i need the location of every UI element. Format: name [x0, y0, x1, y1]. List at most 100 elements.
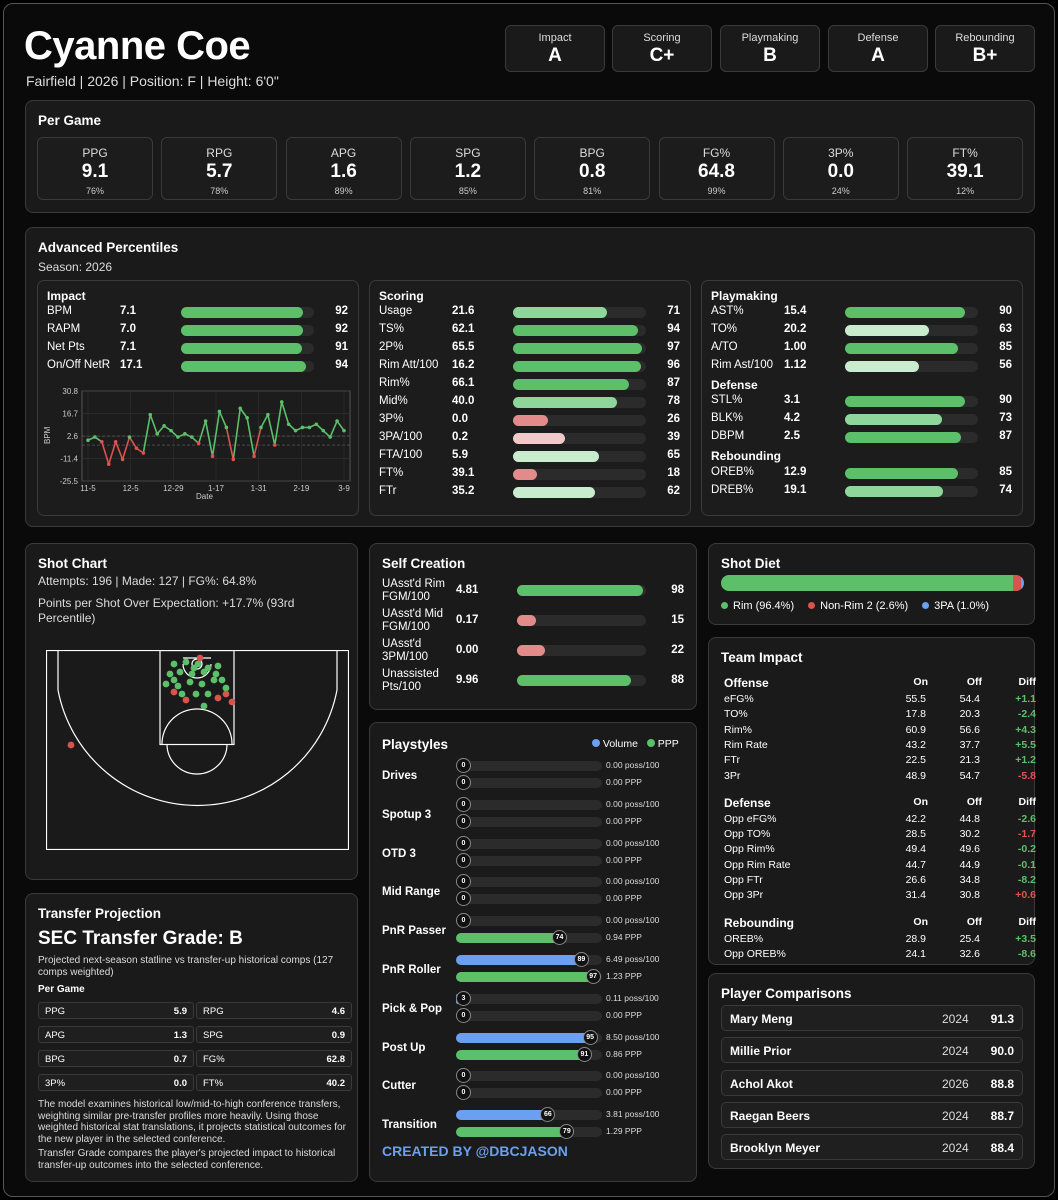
chart-point [183, 432, 187, 436]
self-creation-row: UAsst'd 3PM/100 0.00 22 [382, 638, 684, 670]
team-impact-row: Opp TO% 28.5 30.2 -1.7 [724, 828, 1036, 843]
stat-percentile: 24% [831, 186, 850, 196]
transfer-stat-label: 3P% [45, 1078, 66, 1089]
metric-value: 39.1 [452, 467, 475, 479]
transfer-stat-spg: SPG 0.9 [196, 1026, 352, 1043]
team-impact-col-header: Diff [1018, 676, 1037, 688]
playstyle-name: PnR Roller [382, 964, 441, 976]
playstyle-vol-bar: 0 [456, 874, 602, 890]
team-impact-label: FTr [724, 754, 740, 767]
team-impact-col-header: Off [966, 676, 982, 688]
playstyle-vol-bar: 0 [456, 835, 602, 851]
grade-value: B [763, 45, 777, 66]
metric-row-ftr: FTr 35.2 62 [379, 484, 685, 500]
self-creation-bar-fill [517, 585, 644, 596]
comparison-row[interactable]: Millie Prior 2024 90.0 [721, 1037, 1023, 1064]
metric-label: Rim Att/100 [379, 359, 439, 371]
metric-bar-fill [513, 469, 537, 480]
comparison-score: 90.0 [990, 1044, 1014, 1059]
stat-value: 39.1 [946, 161, 984, 182]
team-impact-label: TO% [724, 708, 748, 721]
playstyle-ppp-percentile: 0 [456, 775, 471, 790]
comparison-row[interactable]: Achol Akot 2026 88.8 [721, 1069, 1023, 1096]
team-impact-on: 24.1 [905, 947, 926, 960]
team-impact-diff: +3.5 [1015, 932, 1036, 945]
team-impact-col-header: Diff [1018, 915, 1037, 928]
metric-percentile: 91 [335, 341, 348, 353]
metric-bar-track [845, 343, 978, 354]
transfer-stat-label: APG [45, 1030, 66, 1041]
playstyle-cutter: Cutter 0 0.00 poss/100 0 0.00 PPP [370, 1068, 696, 1107]
stat-value: 0.0 [827, 161, 854, 182]
team-impact-off: 32.6 [959, 947, 980, 960]
legend-dot [922, 602, 930, 609]
metric-value: 7.1 [120, 341, 136, 353]
metric-bar-fill [181, 343, 303, 354]
self-creation-value: 0.00 [456, 644, 479, 656]
chart-ytick: 16.7 [62, 410, 78, 419]
playstyle-vol-value: 0.00 poss/100 [606, 876, 660, 887]
team-impact-label: Opp FTr [724, 874, 763, 886]
shot-made [162, 680, 170, 688]
shot-diet-legend: Rim (96.4%) Non-Rim 2 (2.6%) 3PA (1.0%) [721, 600, 1003, 612]
grade-value: B+ [972, 45, 998, 66]
shot-made [200, 702, 208, 710]
chart-point [252, 454, 256, 459]
metric-percentile: 87 [667, 377, 680, 389]
comparison-row[interactable]: Raegan Beers 2024 88.7 [721, 1101, 1023, 1128]
chart-segment [149, 414, 158, 435]
metric-percentile: 39 [667, 431, 680, 443]
playstyle-pnr-roller: PnR Roller 89 6.49 poss/100 97 1.23 PPP [370, 952, 696, 991]
team-impact-row: FTr 22.5 21.3 +1.2 [724, 754, 1036, 769]
section-playmaking: Playmaking [711, 289, 778, 303]
comparison-year: 2026 [942, 1076, 969, 1091]
team-impact-row: Opp Rim% 49.4 49.6 -0.2 [724, 843, 1036, 858]
metric-bar-track [513, 307, 646, 318]
playstyle-ppp-value: 1.29 PPP [606, 1126, 642, 1137]
chart-segment [197, 420, 207, 444]
comparison-row[interactable]: Mary Meng 2024 91.3 [721, 1005, 1023, 1031]
credit-link[interactable]: CREATED BY @DBCJASON [382, 1143, 568, 1159]
chart-point [321, 428, 326, 433]
team-impact-diff: -5.8 [1017, 769, 1036, 782]
playstyle-vol-percentile: 89 [573, 952, 589, 967]
stat-label: 3P% [828, 146, 854, 160]
chart-point [203, 419, 208, 423]
stat-value: 64.8 [698, 161, 735, 182]
transfer-stat-3p: 3P% 0.0 [38, 1074, 194, 1091]
playstyle-ppp-percentile: 79 [559, 1124, 575, 1140]
transfer-stat-label: FT% [203, 1078, 224, 1089]
chart-segment [246, 417, 255, 457]
metric-label: FTr [379, 485, 397, 497]
transfer-stat-value: 40.2 [326, 1078, 346, 1089]
metric-percentile: 18 [667, 467, 680, 479]
metric-label: On/Off NetR [47, 359, 111, 371]
metric-label: AST% [711, 305, 744, 317]
legend-dot [808, 602, 816, 609]
team-impact-on: 17.8 [905, 708, 926, 721]
chart-segment [232, 408, 242, 460]
metric-bar-track [845, 468, 978, 479]
playstyle-ppp-value: 0.94 PPP [606, 932, 642, 943]
metric-row-3pa-100: 3PA/100 0.2 39 [379, 430, 685, 446]
transfer-stat-label: FG% [203, 1054, 225, 1065]
metric-label: FT% [379, 467, 404, 479]
comparison-score: 88.4 [990, 1141, 1014, 1156]
comparison-name: Brooklyn Meyer [730, 1141, 821, 1156]
stat-percentile: 12% [956, 186, 975, 196]
playstyle-ppp-percentile: 91 [576, 1046, 592, 1062]
stat-percentile: 76% [85, 186, 104, 196]
comparison-name: Mary Meng [730, 1012, 793, 1026]
chart-ytick: 30.8 [62, 387, 78, 396]
metric-row-rim-ast-100: Rim Ast/100 1.12 56 [711, 358, 1017, 374]
metric-value: 0.0 [452, 413, 468, 425]
comparison-row[interactable]: Brooklyn Meyer 2024 88.4 [721, 1134, 1023, 1161]
chart-segment [267, 414, 276, 446]
metric-bar-fill [181, 325, 304, 336]
shot-missed [67, 741, 75, 749]
metric-percentile: 74 [999, 484, 1012, 496]
shot-diet-three-segment [1020, 575, 1024, 591]
metric-bar-fill [513, 451, 600, 462]
chart-point [169, 428, 173, 433]
transfer-stat-value: 62.8 [326, 1054, 346, 1065]
